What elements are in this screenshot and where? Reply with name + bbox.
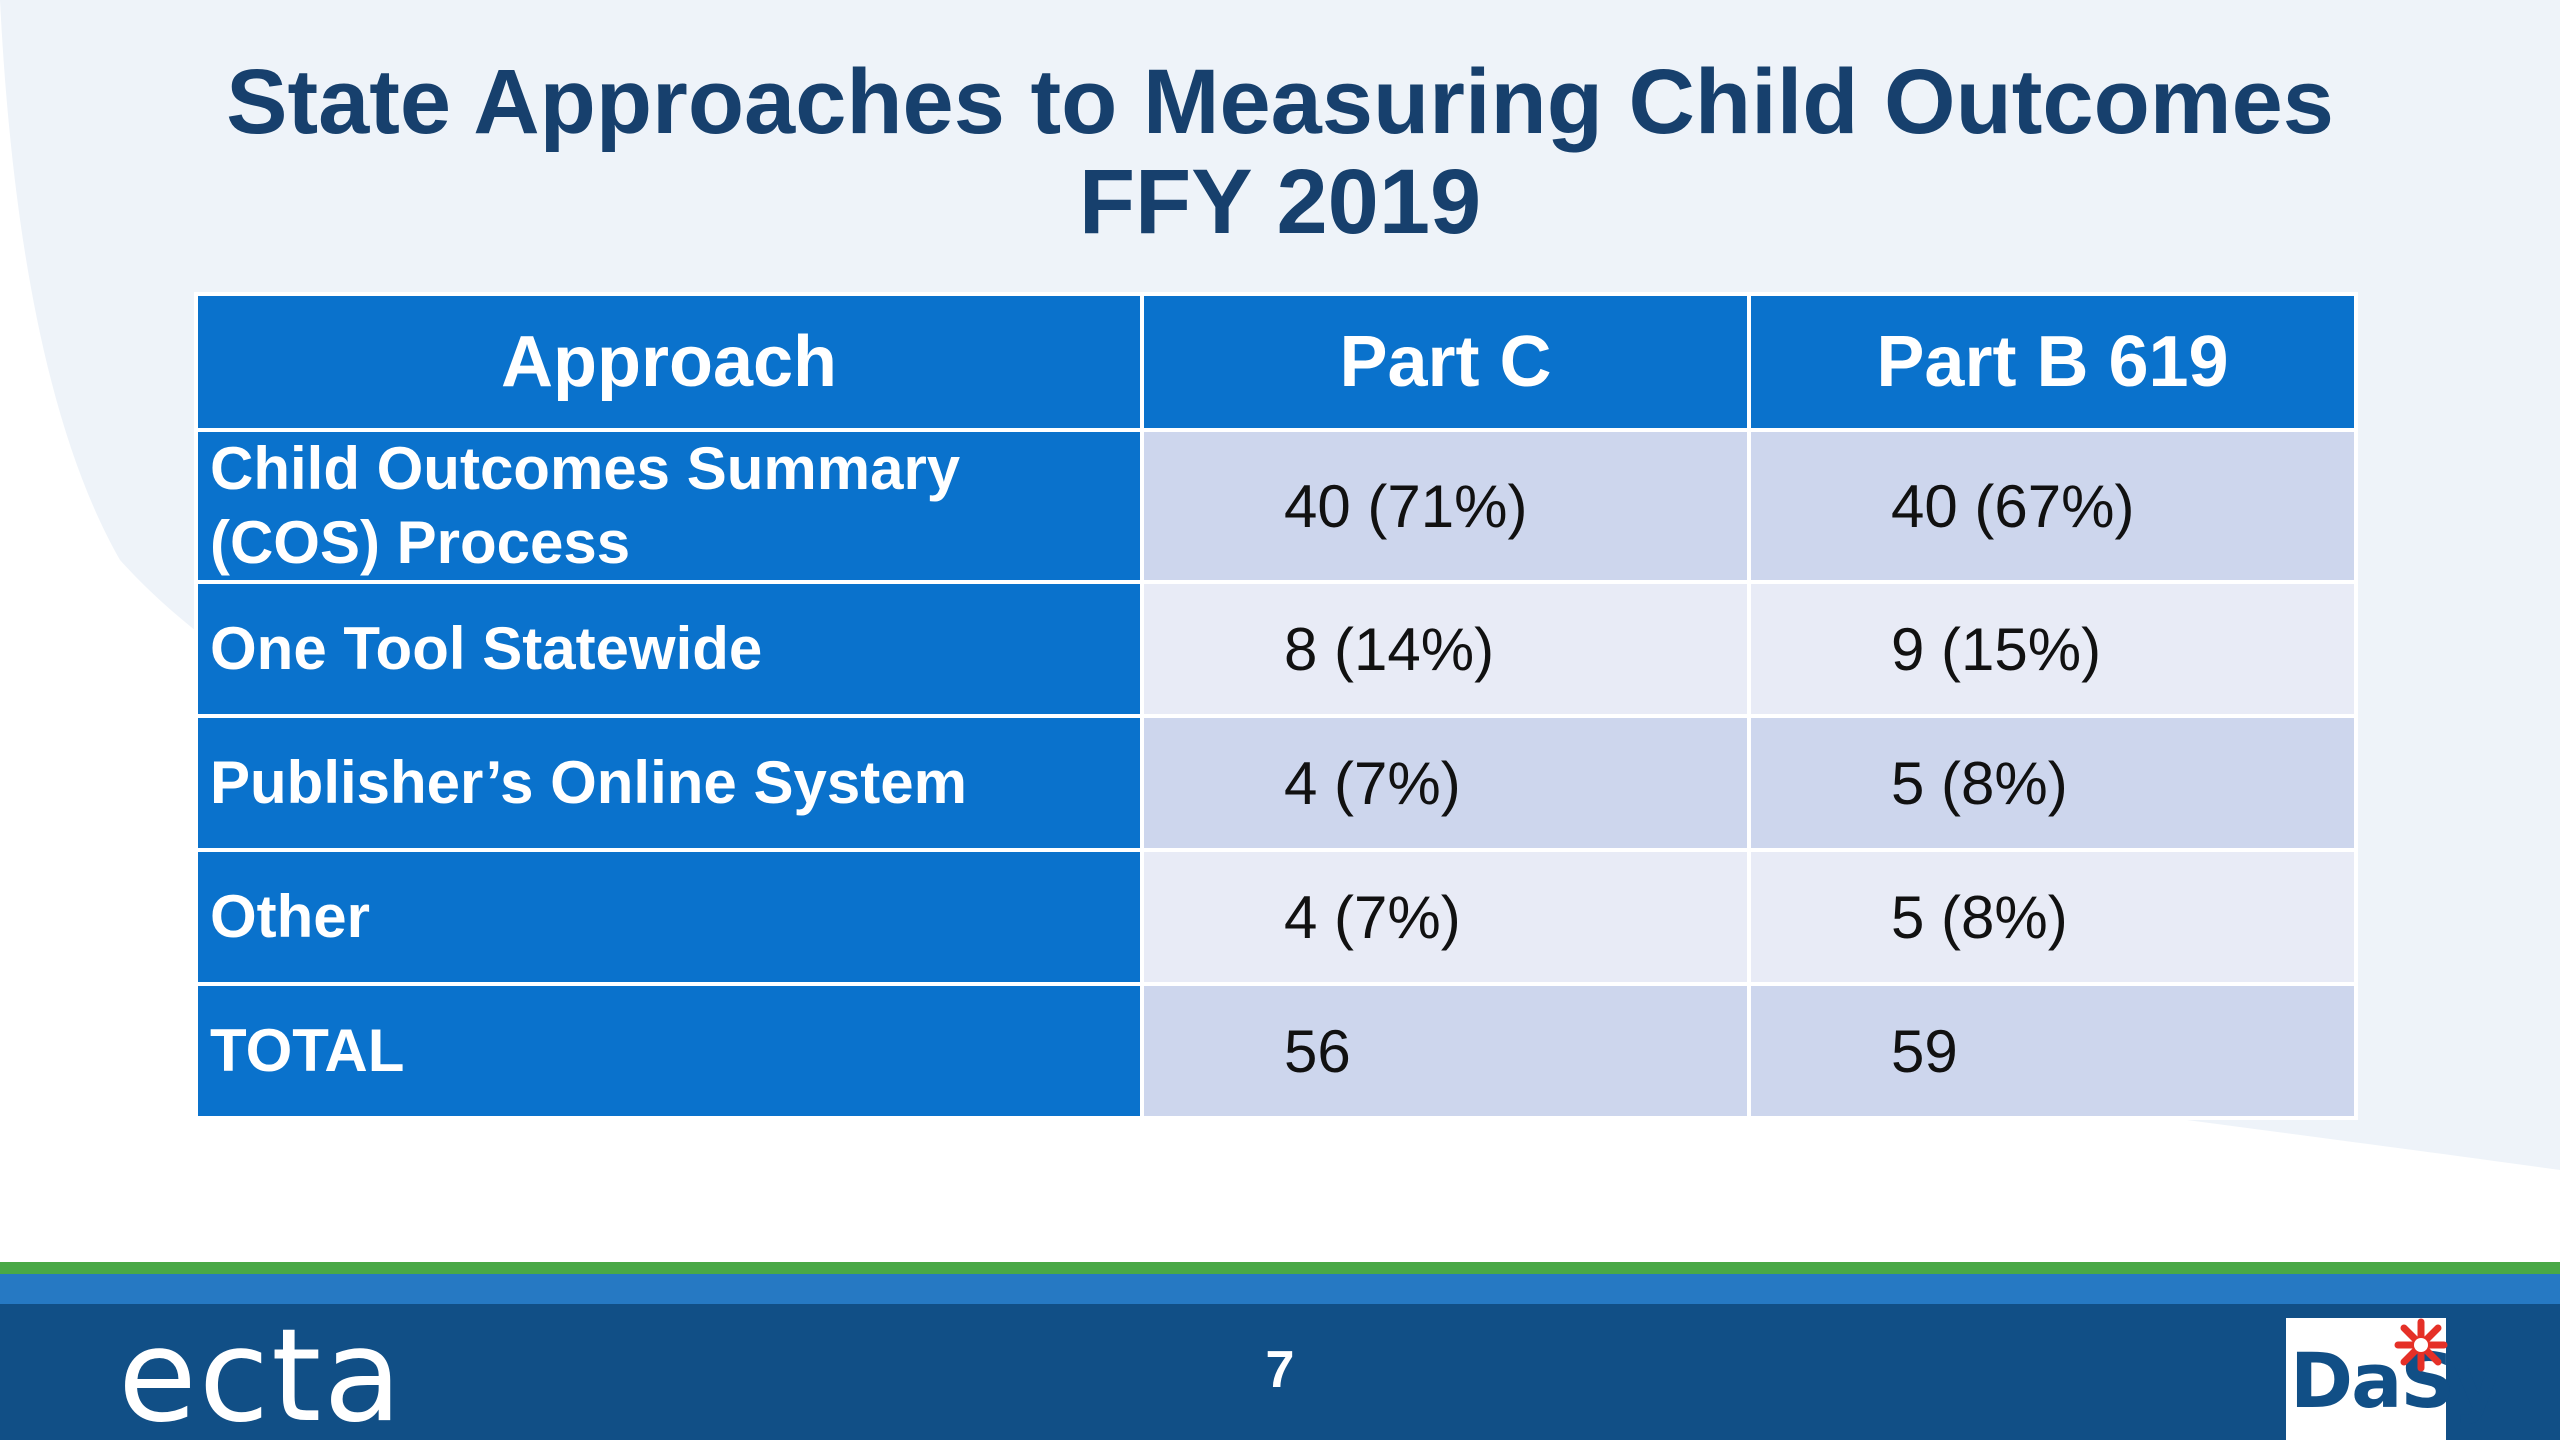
approaches-table: Approach Part C Part B 619 Child Outcome…: [194, 292, 2358, 1120]
table-row-total: TOTAL 56 59: [194, 982, 2358, 1120]
part-c-value: 8 (14%): [1140, 580, 1751, 718]
table-header-row: Approach Part C Part B 619: [194, 292, 2358, 432]
title-line-1: State Approaches to Measuring Child Outc…: [226, 51, 2334, 153]
title-line-2: FFY 2019: [1078, 151, 1482, 253]
footer-green-stripe: [0, 1262, 2560, 1274]
part-c-value: 4 (7%): [1140, 714, 1751, 852]
row-label: One Tool Statewide: [194, 580, 1144, 718]
table-row: Child Outcomes Summary (COS) Process 40 (…: [194, 428, 2358, 584]
table-row: Other 4 (7%) 5 (8%): [194, 848, 2358, 986]
part-b-value: 40 (67%): [1747, 428, 2358, 584]
part-b-value: 9 (15%): [1747, 580, 2358, 718]
footer-blue-stripe: [0, 1274, 2560, 1304]
part-c-value: 56: [1140, 982, 1751, 1120]
part-b-value: 5 (8%): [1747, 848, 2358, 986]
row-label: Other: [194, 848, 1144, 986]
part-b-value: 5 (8%): [1747, 714, 2358, 852]
row-label: Publisher’s Online System: [194, 714, 1144, 852]
footer-bar: [0, 1304, 2560, 1440]
header-part-c: Part C: [1140, 292, 1751, 432]
header-part-b-619: Part B 619: [1747, 292, 2358, 432]
table-row: One Tool Statewide 8 (14%) 9 (15%): [194, 580, 2358, 718]
row-label: Child Outcomes Summary (COS) Process: [194, 428, 1144, 584]
table-row: Publisher’s Online System 4 (7%) 5 (8%): [194, 714, 2358, 852]
row-label-line-1: Child Outcomes Summary: [210, 435, 961, 502]
header-approach: Approach: [194, 292, 1144, 432]
dasy-logo: DaSy: [2286, 1318, 2503, 1440]
slide-title: State Approaches to Measuring Child Outc…: [0, 52, 2560, 252]
row-label: TOTAL: [194, 982, 1144, 1120]
page-number: 7: [1265, 1341, 1295, 1399]
dasy-logo-text: DaSy: [2290, 1336, 2503, 1425]
star-icon: [2394, 1318, 2448, 1372]
part-c-value: 40 (71%): [1140, 428, 1751, 584]
part-c-value: 4 (7%): [1140, 848, 1751, 986]
part-b-value: 59: [1747, 982, 2358, 1120]
ecta-logo: ecta: [118, 1302, 404, 1451]
row-label-line-2: (COS) Process: [210, 509, 631, 576]
